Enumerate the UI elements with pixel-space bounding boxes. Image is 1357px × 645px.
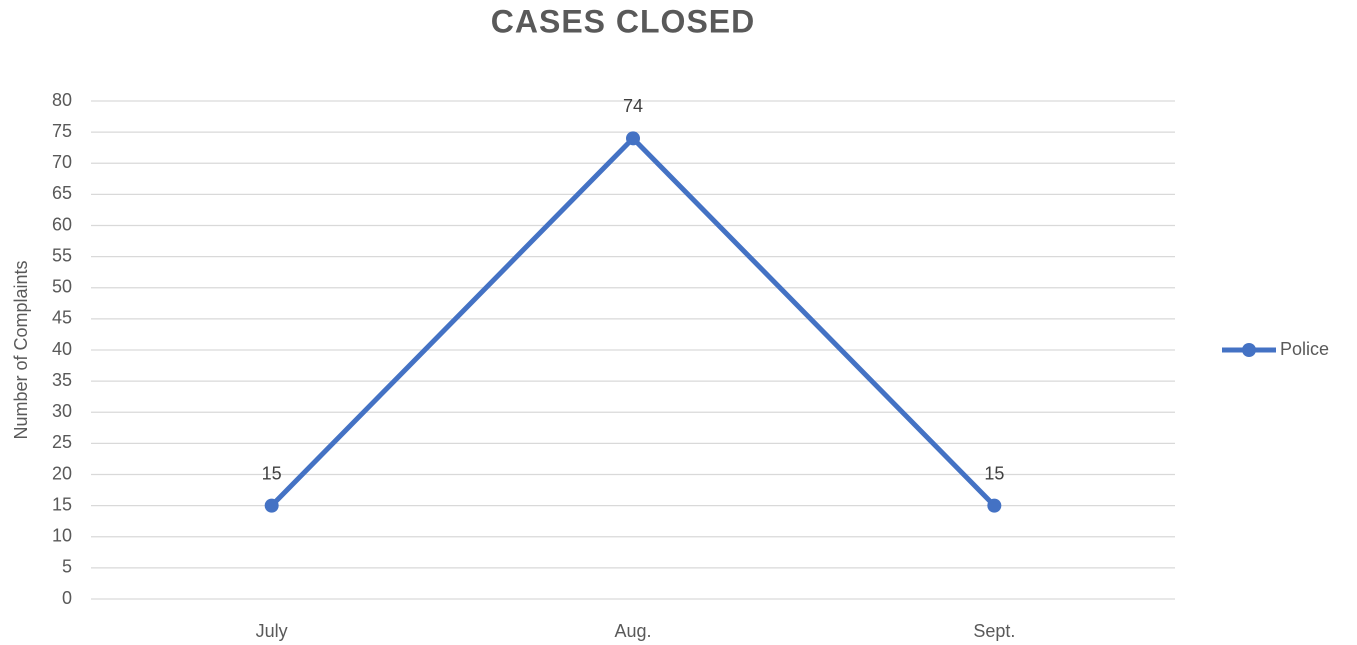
y-tick-label: 20 (52, 463, 72, 483)
y-tick-label: 35 (52, 370, 72, 390)
y-tick-label: 55 (52, 245, 72, 265)
y-tick-label: 0 (62, 588, 72, 608)
chart-title: CASES CLOSED (491, 3, 755, 39)
x-tick-label: July (256, 621, 288, 641)
y-tick-label: 75 (52, 121, 72, 141)
y-tick-label: 70 (52, 152, 72, 172)
y-tick-label: 30 (52, 401, 72, 421)
data-label: 74 (623, 96, 643, 116)
y-tick-label: 45 (52, 308, 72, 328)
x-tick-label: Aug. (614, 621, 651, 641)
y-tick-label: 65 (52, 183, 72, 203)
point-marker (264, 498, 279, 513)
y-tick-label: 80 (52, 90, 72, 110)
y-tick-label: 15 (52, 494, 72, 514)
y-tick-label: 60 (52, 214, 72, 234)
y-axis-label: Number of Complaints (11, 260, 31, 439)
series-line (269, 135, 997, 508)
y-tick-label: 25 (52, 432, 72, 452)
legend-marker (1242, 343, 1256, 357)
point-marker (987, 498, 1002, 513)
y-tick-label: 10 (52, 526, 72, 546)
point-marker (626, 131, 640, 146)
y-tick-label: 50 (52, 277, 72, 297)
legend-label: Police (1280, 339, 1329, 359)
y-tick-label: 40 (52, 339, 72, 359)
x-tick-label: Sept. (973, 621, 1015, 641)
data-label: 15 (984, 463, 1004, 483)
y-tick-label: 5 (62, 557, 72, 577)
data-label: 15 (262, 463, 282, 483)
